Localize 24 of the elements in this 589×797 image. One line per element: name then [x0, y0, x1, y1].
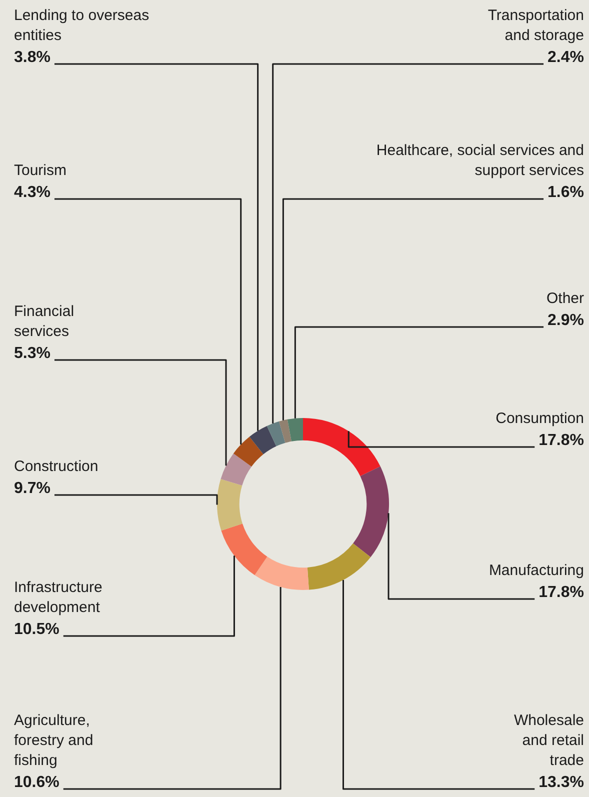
slice-label: Healthcare, social services and support services — [376, 142, 584, 179]
data-label: 1.6% — [548, 184, 584, 201]
slice-label: Wholesale and retail trade — [514, 712, 584, 769]
slice-label: Tourism — [14, 162, 67, 179]
slice-label: Manufacturing — [488, 562, 584, 579]
data-label: 5.3% — [14, 345, 50, 362]
slice-label: Other — [546, 290, 584, 307]
data-label: 4.3% — [14, 184, 50, 201]
data-label: 2.4% — [548, 49, 584, 66]
slice-label: Agriculture, forestry and fishing — [14, 712, 94, 769]
slice-label: Financial services — [14, 303, 74, 340]
data-label: 17.8% — [538, 584, 584, 601]
data-label: 9.7% — [14, 480, 50, 497]
data-label: 17.8% — [538, 432, 584, 449]
data-label: 3.8% — [14, 49, 50, 66]
data-label: 10.5% — [14, 621, 60, 638]
slice-label: Lending to overseas entities — [14, 7, 150, 44]
data-label: 10.6% — [14, 774, 60, 791]
data-label: 13.3% — [538, 774, 584, 791]
slice-label: Construction — [14, 458, 98, 475]
slice-label: Infrastructure development — [14, 579, 102, 616]
slice-label: Transportation and storage — [488, 7, 584, 44]
slice-label: Consumption — [496, 410, 584, 427]
data-label: 2.9% — [548, 312, 584, 329]
